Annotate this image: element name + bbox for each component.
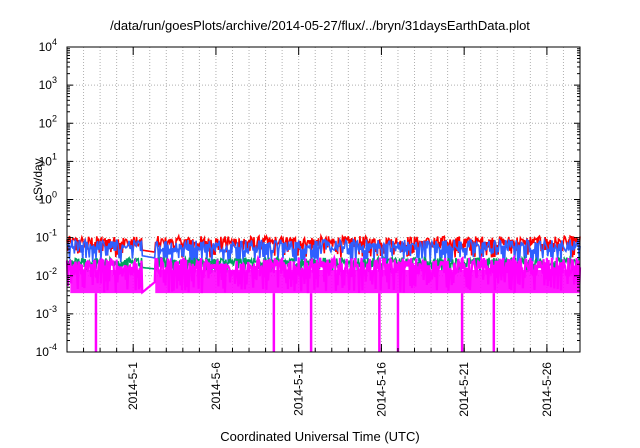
x-tick-label: 2014-5-26 <box>540 362 554 417</box>
y-tick-label: 103 <box>39 75 57 92</box>
x-tick-label: 2014-5-6 <box>209 362 223 410</box>
x-tick-label: 2014-5-1 <box>126 362 140 410</box>
x-axis-label: Coordinated Universal Time (UTC) <box>220 429 420 444</box>
plot-area <box>67 47 580 352</box>
chart-title: /data/run/goesPlots/archive/2014-05-27/f… <box>110 18 530 33</box>
series-1-line <box>66 237 581 265</box>
y-tick-label: 10-4 <box>36 342 57 359</box>
y-tick-label: 100 <box>39 190 57 207</box>
y-tick-label: 10-3 <box>36 304 57 321</box>
y-tick-label: 104 <box>39 37 57 54</box>
y-tick-label: 101 <box>39 151 57 168</box>
x-tick-label: 2014-5-16 <box>374 362 388 417</box>
y-tick-label: 102 <box>39 113 57 130</box>
series-3-band <box>155 270 581 294</box>
x-tick-label: 2014-5-11 <box>292 362 306 416</box>
series-3-band <box>70 270 142 294</box>
x-tick-label: 2014-5-21 <box>457 362 471 417</box>
y-tick-label: 10-2 <box>36 266 57 283</box>
y-tick-label: 10-1 <box>36 228 57 245</box>
